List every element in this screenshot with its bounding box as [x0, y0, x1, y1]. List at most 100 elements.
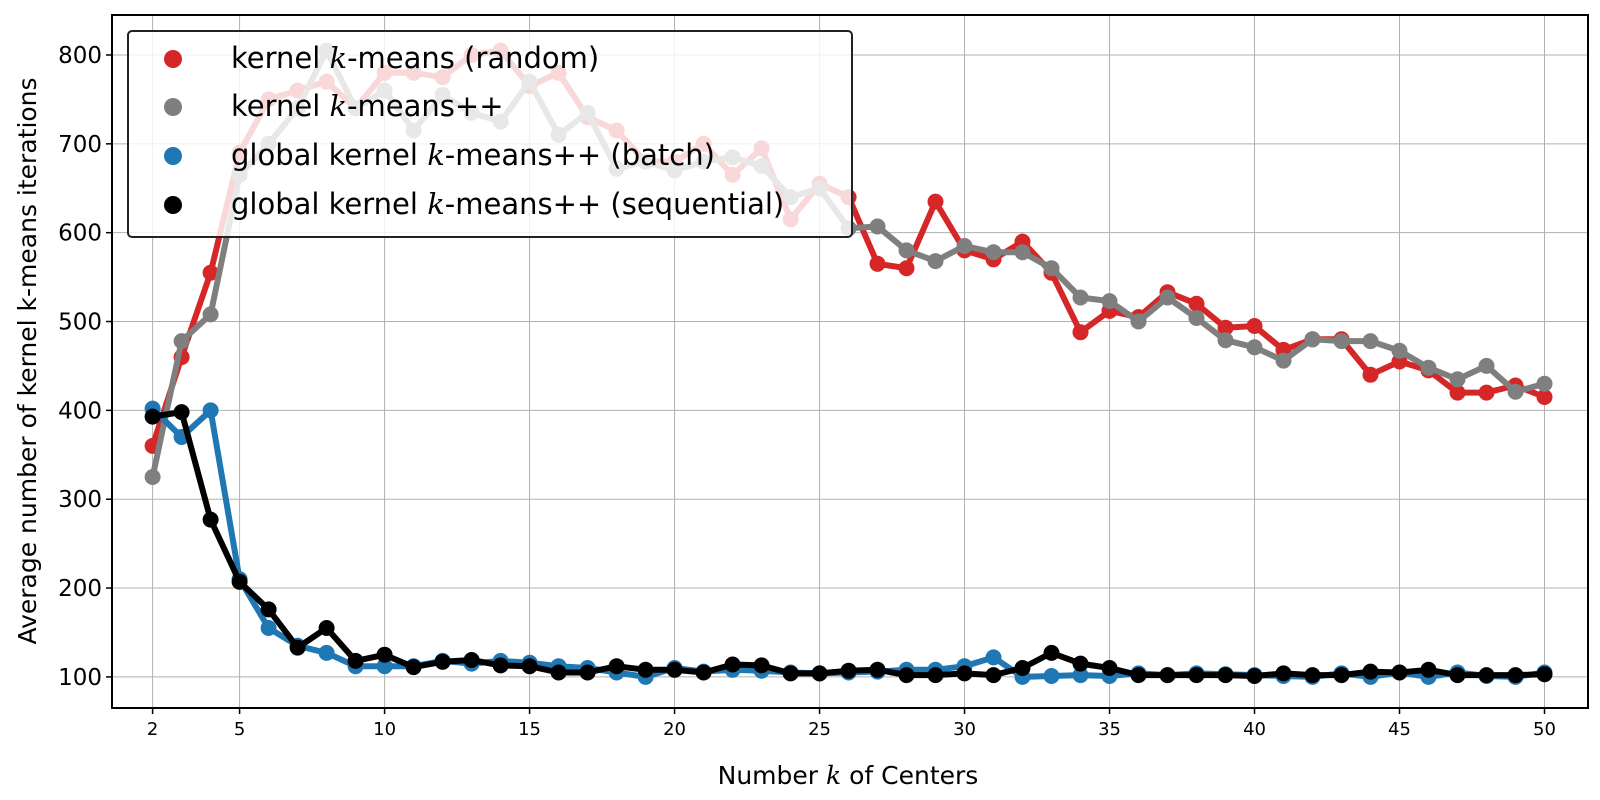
data-point	[463, 652, 480, 668]
data-point	[1536, 666, 1553, 683]
legend-entry-global-batch: global kernel k-means++ (batch)	[164, 138, 715, 172]
data-point	[231, 573, 248, 590]
data-point	[985, 667, 1002, 684]
data-point	[1217, 667, 1234, 684]
data-point	[1072, 655, 1089, 672]
data-point	[405, 659, 422, 676]
data-point	[1072, 667, 1089, 684]
data-point	[1362, 333, 1379, 350]
data-point	[173, 333, 190, 350]
x-axis-title: Number k of Centers	[718, 761, 979, 790]
data-point	[1043, 260, 1060, 277]
data-point	[173, 404, 190, 421]
data-point	[1304, 667, 1321, 684]
data-point	[260, 620, 277, 636]
data-point	[927, 193, 944, 210]
x-tick-label: 30	[953, 719, 976, 740]
legend-label: kernel k-means++	[231, 89, 504, 123]
data-point	[898, 242, 915, 259]
data-point	[898, 260, 915, 277]
data-point	[1130, 667, 1147, 684]
data-point	[202, 402, 219, 419]
data-point	[1043, 668, 1060, 684]
legend-label: global kernel k-means++ (batch)	[231, 138, 715, 172]
data-point	[1159, 667, 1176, 684]
data-point	[1275, 665, 1292, 682]
data-point	[434, 653, 451, 670]
x-tick-label: 2	[147, 719, 158, 740]
data-point	[202, 511, 219, 528]
data-point	[1478, 357, 1495, 374]
data-point	[1188, 667, 1205, 684]
data-point	[1362, 366, 1379, 383]
data-point	[1391, 664, 1408, 681]
data-point	[260, 601, 277, 618]
legend-label: kernel k-means (random)	[231, 41, 599, 75]
data-point	[376, 646, 393, 663]
data-point	[985, 649, 1002, 666]
legend: kernel k-means (random) kernel k-means++…	[127, 30, 853, 238]
data-point	[1014, 244, 1031, 261]
data-point	[289, 639, 306, 656]
legend-entry-kernel-kmeans-plus-plus: kernel k-means++	[164, 89, 504, 123]
data-point	[376, 658, 393, 675]
x-tick-label: 50	[1533, 719, 1556, 740]
data-point	[1333, 667, 1350, 684]
data-point	[1478, 667, 1495, 684]
data-point	[1188, 310, 1205, 326]
data-point	[1420, 661, 1437, 678]
data-point	[1536, 389, 1553, 405]
data-point	[550, 664, 567, 681]
data-point	[666, 661, 683, 678]
data-point	[869, 255, 886, 272]
data-point	[840, 662, 857, 679]
legend-box	[127, 30, 853, 238]
data-point	[1507, 667, 1524, 684]
legend-entry-global-sequential: global kernel k-means++ (sequential)	[164, 187, 784, 221]
data-point	[492, 657, 509, 674]
data-point	[898, 667, 915, 684]
data-point	[1304, 331, 1321, 348]
data-point	[1217, 319, 1234, 336]
data-point	[1014, 660, 1031, 676]
data-point	[927, 667, 944, 684]
x-tick-label: 40	[1243, 719, 1266, 740]
data-point	[1159, 289, 1176, 306]
legend-marker	[164, 147, 182, 165]
axis-ticks: 2 5 10 15 20 25 30 35 40 45 5010020030040050060070…	[58, 43, 1556, 740]
x-tick-label: 25	[808, 719, 831, 740]
legend-marker	[164, 196, 182, 214]
y-tick-label: 600	[58, 221, 102, 247]
x-tick-label: 20	[663, 719, 686, 740]
data-point	[1449, 667, 1466, 684]
data-point	[956, 665, 973, 682]
legend-entry-kernel-kmeans-random: kernel k-means (random)	[164, 41, 599, 75]
y-tick-label: 700	[58, 132, 102, 158]
data-point	[1275, 352, 1292, 369]
y-tick-label: 300	[58, 487, 102, 513]
x-tick-label: 45	[1388, 719, 1411, 740]
data-point	[637, 661, 654, 678]
data-point	[1130, 313, 1147, 330]
data-point	[753, 657, 770, 674]
y-tick-label: 100	[58, 665, 102, 691]
data-point	[782, 665, 799, 682]
data-point	[1507, 383, 1524, 400]
data-point	[318, 620, 335, 636]
data-point	[347, 652, 364, 669]
legend-marker	[164, 98, 182, 116]
x-tick-label: 10	[373, 719, 396, 740]
x-tick-label: 35	[1098, 719, 1121, 740]
data-point	[1449, 371, 1466, 388]
data-point	[927, 253, 944, 270]
x-tick-label: 5	[234, 719, 245, 740]
data-point	[608, 658, 625, 675]
legend-marker	[164, 50, 182, 68]
y-axis-title: Average number of kernel k-means iterati…	[13, 77, 42, 644]
data-point	[1188, 295, 1205, 312]
data-point	[1101, 660, 1118, 676]
series-4	[144, 404, 1553, 684]
data-point	[1043, 644, 1060, 661]
data-point	[985, 244, 1002, 261]
data-point	[1101, 293, 1118, 310]
